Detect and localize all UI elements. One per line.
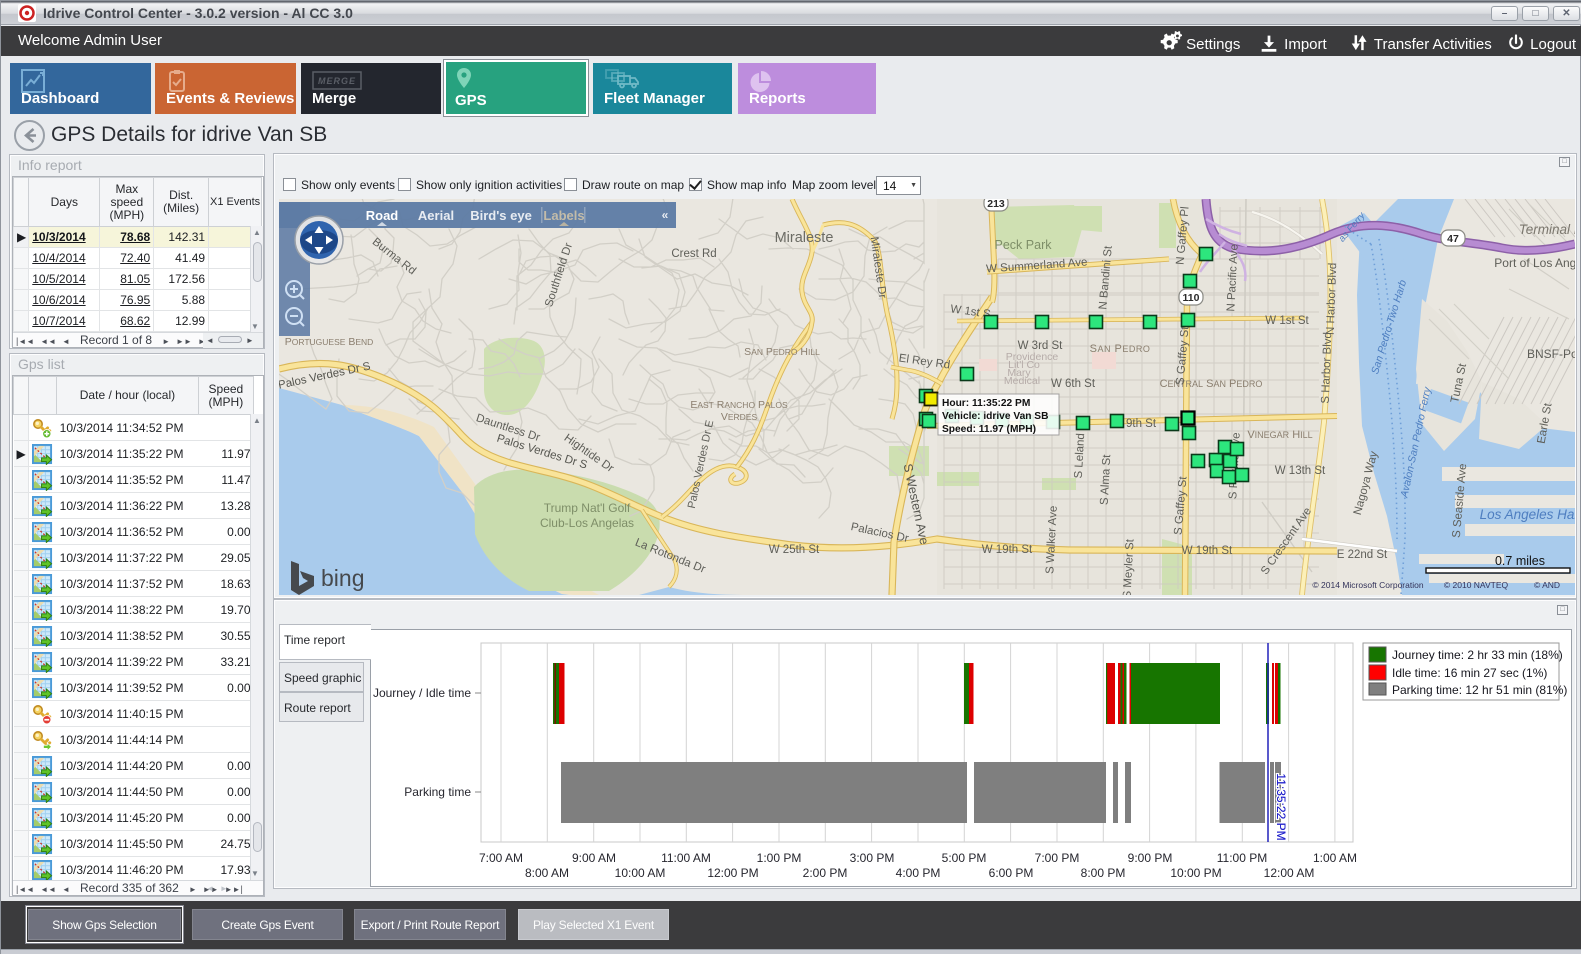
svg-text:Medical: Medical [1004,375,1040,387]
svg-text:6:00 PM: 6:00 PM [989,866,1034,880]
svg-text:CENTRAL SAN PEDRO: CENTRAL SAN PEDRO [1160,378,1263,390]
svg-text:Trump Nat'l Golf: Trump Nat'l Golf [544,501,631,515]
svg-text:VINEGAR HILL: VINEGAR HILL [1247,429,1312,441]
svg-text:1:00 AM: 1:00 AM [1313,851,1357,865]
svg-text:S Gaffey St: S Gaffey St [1174,325,1191,385]
svg-text:MERGE: MERGE [318,76,356,86]
svg-text:W 3rd St: W 3rd St [1018,340,1064,352]
svg-text:Lit'l Co: Lit'l Co [1008,359,1040,371]
svg-text:W 1st St: W 1st St [1265,315,1309,327]
svg-text:2:00 PM: 2:00 PM [803,866,848,880]
svg-text:Parking time: Parking time [404,785,471,799]
svg-text:S Alma St: S Alma St [1099,454,1114,506]
svg-text:Journey / Idle time: Journey / Idle time [373,686,471,700]
svg-text:Peck Park: Peck Park [995,238,1053,252]
svg-text:«: « [662,208,669,222]
svg-text:110: 110 [1183,292,1200,304]
svg-text:SAN PEDRO HILL: SAN PEDRO HILL [744,346,820,358]
svg-text:Terminal Isl: Terminal Isl [1519,222,1575,237]
svg-text:5:00 PM: 5:00 PM [942,851,987,865]
svg-text:Mary: Mary [1007,367,1031,379]
svg-text:12:00 AM: 12:00 AM [1264,866,1315,880]
svg-text:11:35:22 PM: 11:35:22 PM [1274,773,1288,840]
svg-text:9:00 PM: 9:00 PM [1128,851,1173,865]
svg-text:Parking time: 12 hr 51 min (81: Parking time: 12 hr 51 min (81%) [1392,683,1567,697]
svg-text:W 19th St: W 19th St [1182,545,1233,557]
svg-text:W 13th St: W 13th St [1275,465,1326,477]
svg-text:47: 47 [1447,233,1459,245]
svg-text:Bird's eye: Bird's eye [470,208,532,223]
svg-text:Vehicle: idrive Van SB: Vehicle: idrive Van SB [942,411,1048,422]
svg-text:W 25th St: W 25th St [769,544,820,556]
svg-text:S Walker Ave: S Walker Ave [1044,505,1060,574]
svg-text:10:00 AM: 10:00 AM [615,866,666,880]
svg-text:7:00 PM: 7:00 PM [1035,851,1080,865]
svg-text:© AND: © AND [1534,580,1560,590]
svg-text:N Harbor Blvd: N Harbor Blvd [1325,263,1340,336]
svg-text:N Gaffey Pl: N Gaffey Pl [1174,206,1191,265]
svg-text:0.7 miles: 0.7 miles [1495,554,1545,568]
svg-text:Port of Los Angel: Port of Los Angel [1494,256,1575,270]
svg-text:Miraleste: Miraleste [775,230,834,246]
svg-text:Crest Rd: Crest Rd [671,248,716,260]
svg-text:7:00 AM: 7:00 AM [479,851,523,865]
svg-text:bing: bing [321,565,364,591]
svg-text:E 22nd St: E 22nd St [1337,549,1388,561]
svg-text:11:00 PM: 11:00 PM [1217,851,1267,865]
svg-text:Providence: Providence [1006,351,1059,363]
svg-text:11:35:22 PM: 11:35:22 PM [1274,773,1288,840]
svg-text:BNSF-Port: BNSF-Port [1527,347,1575,361]
svg-text:S Meyler St: S Meyler St [1121,538,1136,595]
svg-text:1:00 PM: 1:00 PM [757,851,802,865]
svg-text:S Gaffey St: S Gaffey St [1172,475,1189,535]
svg-text:213: 213 [987,199,1005,210]
svg-text:N Bandini St: N Bandini St [1097,245,1115,311]
svg-text:Idle time: 16 min 27 sec (1%): Idle time: 16 min 27 sec (1%) [1392,666,1547,680]
svg-text:Speed: 11.97 (MPH): Speed: 11.97 (MPH) [942,424,1036,435]
svg-text:12:00 PM: 12:00 PM [707,866,758,880]
svg-text:Labels: Labels [543,208,584,223]
svg-text:8:00 PM: 8:00 PM [1081,866,1126,880]
svg-text:Los Angeles Harb: Los Angeles Harb [1480,507,1575,522]
svg-text:N Pacific Ave: N Pacific Ave [1225,244,1241,312]
svg-text:SAN PEDRO: SAN PEDRO [1090,343,1151,355]
svg-text:© 2014 Microsoft Corporation: © 2014 Microsoft Corporation [1312,580,1423,590]
svg-text:8:00 AM: 8:00 AM [525,866,569,880]
svg-text:PORTUGUESE BEND: PORTUGUESE BEND [285,336,374,348]
svg-text:W 6th St: W 6th St [1051,378,1096,390]
svg-text:Road: Road [366,208,399,223]
svg-text:9:00 AM: 9:00 AM [572,851,616,865]
svg-text:VERDES: VERDES [721,411,758,423]
svg-text:© 2010 NAVTEQ: © 2010 NAVTEQ [1444,580,1509,590]
svg-text:W 19th St: W 19th St [982,544,1033,556]
svg-text:Club-Los Angelas: Club-Los Angelas [540,516,634,530]
svg-text:4:00 PM: 4:00 PM [896,866,941,880]
svg-text:11:00 AM: 11:00 AM [661,851,711,865]
svg-text:Aerial: Aerial [418,208,454,223]
svg-text:S Harbor Blvd: S Harbor Blvd [1320,332,1334,404]
svg-text:EAST RANCHO PALOS: EAST RANCHO PALOS [690,399,788,411]
svg-text:10:00 PM: 10:00 PM [1170,866,1221,880]
svg-text:Journey time: 2 hr 33 min (18%: Journey time: 2 hr 33 min (18%) [1392,648,1563,662]
svg-text:Hour: 11:35:22 PM: Hour: 11:35:22 PM [942,398,1030,409]
svg-text:3:00 PM: 3:00 PM [850,851,895,865]
svg-text:W 1st S: W 1st S [950,303,992,321]
svg-text:S Leland: S Leland [1073,433,1087,479]
